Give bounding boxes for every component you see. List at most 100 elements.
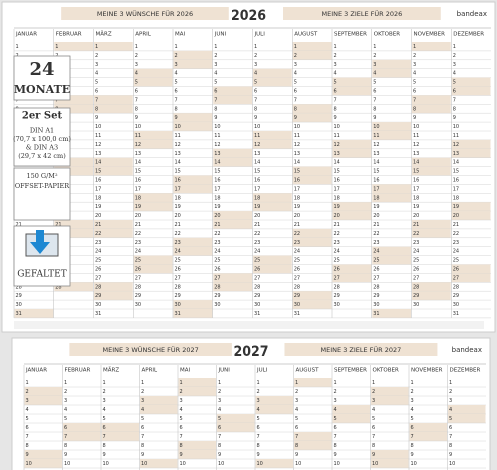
day-number: 3 [175, 62, 178, 68]
fold-arrow [30, 230, 50, 254]
day-number: 29 [254, 293, 260, 299]
weekend-cell [332, 273, 372, 283]
day-number: 7 [449, 434, 452, 440]
weekend-cell [63, 432, 101, 441]
day-number: 2 [372, 389, 375, 395]
day-number: 4 [64, 407, 67, 413]
weekend-cell [372, 122, 411, 131]
weekend-cell [294, 378, 332, 387]
day-number: 2 [64, 389, 67, 395]
day-number: 8 [218, 443, 221, 449]
day-number: 5 [413, 80, 416, 86]
badge [13, 167, 71, 221]
day-number: 5 [26, 416, 29, 422]
day-number: 7 [373, 97, 376, 103]
weekend-cell [133, 77, 173, 87]
day-number: 20 [453, 213, 459, 219]
weekend-cell [173, 246, 213, 256]
day-number: 13 [214, 151, 220, 157]
day-number: 14 [373, 160, 379, 166]
day-number: 10 [180, 461, 186, 467]
weekend-cell [253, 131, 292, 140]
day-number: 10 [372, 461, 378, 467]
day-number: 15 [214, 169, 220, 175]
weekend-cell [372, 59, 411, 69]
day-number: 10 [254, 124, 260, 130]
weekend-cell [14, 309, 54, 318]
day-number: 24 [413, 249, 419, 255]
weekend-cell [54, 282, 93, 292]
day-number: 4 [175, 71, 178, 77]
day-number: 8 [372, 443, 375, 449]
weekend-cell [94, 104, 133, 114]
day-number: 11 [294, 133, 300, 139]
day-number: 24 [373, 249, 379, 255]
weekend-cell [332, 414, 370, 423]
day-number: 31 [254, 311, 260, 317]
year: 2027 [233, 344, 268, 360]
day-number: 14 [453, 160, 459, 166]
weekend-cell [372, 68, 411, 78]
day-number: 14 [214, 160, 220, 166]
day-number: 12 [413, 142, 419, 148]
day-number: 25 [175, 258, 181, 264]
day-number: 9 [214, 115, 217, 121]
weekend-cell [451, 202, 491, 212]
weekend-cell [54, 157, 93, 167]
day-number: 3 [218, 398, 221, 404]
day-number: 27 [453, 275, 459, 281]
day-number: 9 [294, 115, 297, 121]
weekend-cell [332, 148, 372, 158]
weekend-cell [173, 113, 213, 123]
day-number: 6 [372, 425, 375, 431]
weekend-cell [213, 273, 252, 283]
weekend-cell [213, 211, 252, 220]
goals-box [284, 343, 438, 356]
day-number: 22 [214, 231, 220, 237]
day-number: 12 [135, 142, 141, 148]
day-number: 16 [214, 177, 220, 183]
day-number: 8 [411, 443, 414, 449]
weekend-cell [253, 202, 292, 212]
day-number: 27 [334, 275, 340, 281]
day-number: 1 [141, 380, 144, 386]
day-number: 17 [413, 186, 419, 192]
month-name: OKTOBER [373, 368, 399, 374]
day-number: 9 [334, 452, 337, 458]
day-number: 31 [16, 311, 22, 317]
weekend-cell [332, 202, 372, 212]
day-number: 7 [141, 434, 144, 440]
day-number: 4 [449, 407, 452, 413]
day-number: 9 [95, 115, 98, 121]
day-number: 24 [135, 249, 141, 255]
day-number: 10 [295, 461, 301, 467]
day-number: 6 [295, 425, 298, 431]
day-number: 8 [175, 106, 178, 112]
day-number: 6 [294, 88, 297, 94]
day-number: 2 [214, 53, 217, 59]
day-number: 30 [373, 302, 379, 308]
day-number: 29 [413, 293, 419, 299]
day-number: 25 [95, 258, 101, 264]
day-number: 3 [141, 398, 144, 404]
weekend-cell [63, 423, 101, 432]
day-number: 5 [373, 80, 376, 86]
day-number: 12 [175, 142, 181, 148]
weekend-cell [54, 166, 93, 176]
weekend-cell [332, 86, 372, 96]
day-number: 8 [135, 106, 138, 112]
weekend-cell [253, 255, 292, 265]
day-number: 13 [175, 151, 181, 157]
day-number: 12 [254, 142, 260, 148]
goals-box [283, 7, 441, 20]
day-number: 15 [334, 169, 340, 175]
day-number: 21 [373, 222, 379, 228]
day-number: 14 [294, 160, 300, 166]
month-name: DEZEMBER [450, 368, 481, 374]
badge [13, 107, 71, 167]
weekend-cell [451, 77, 491, 87]
weekend-cell [412, 95, 451, 105]
day-number: 24 [294, 249, 300, 255]
weekend-cell [133, 202, 173, 212]
day-number: 18 [453, 195, 459, 201]
